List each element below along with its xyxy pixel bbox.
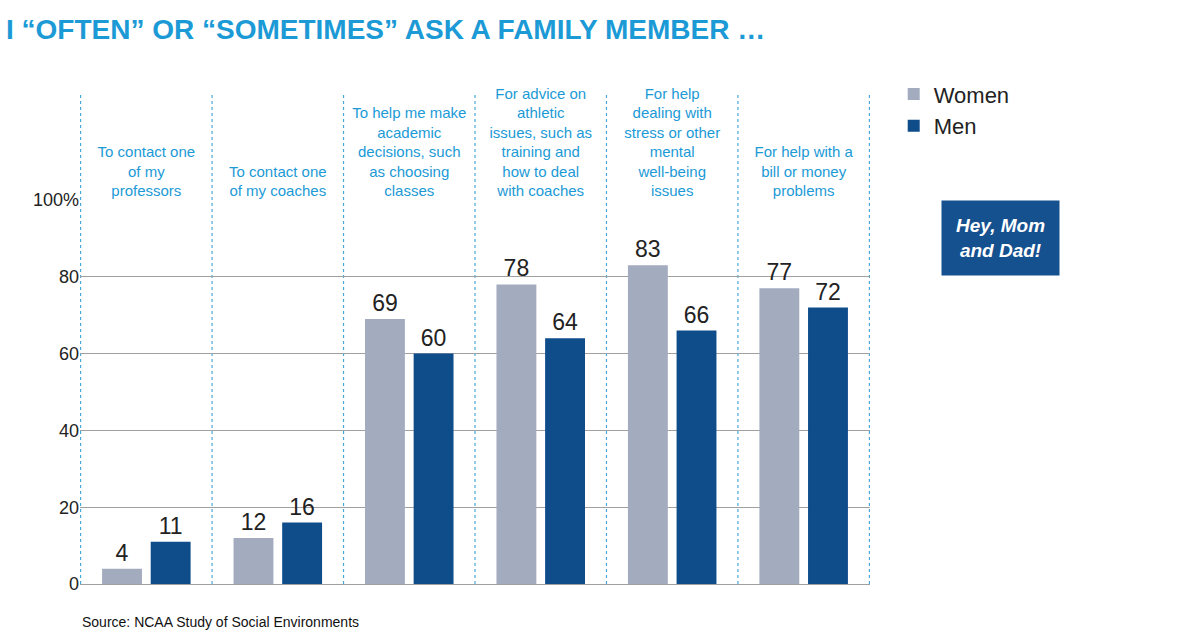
svg-text:16: 16 — [289, 494, 315, 520]
svg-text:For advice onathleticissues, s: For advice onathleticissues, such astrai… — [489, 85, 592, 200]
svg-text:11: 11 — [159, 513, 183, 539]
svg-text:I “OFTEN” OR “SOMETIMES” ASK A: I “OFTEN” OR “SOMETIMES” ASK A FAMILY ME… — [6, 14, 765, 45]
svg-text:60: 60 — [421, 325, 447, 351]
svg-text:To contact oneof myprofessors: To contact oneof myprofessors — [98, 143, 196, 199]
svg-text:To contact oneof my coaches: To contact oneof my coaches — [229, 163, 327, 200]
svg-text:66: 66 — [684, 302, 710, 328]
svg-text:69: 69 — [372, 290, 398, 316]
svg-text:To help me makeacademicdecisio: To help me makeacademicdecisions, suchas… — [352, 104, 466, 199]
svg-text:20: 20 — [59, 498, 79, 518]
svg-text:40: 40 — [59, 421, 79, 441]
svg-text:12: 12 — [241, 509, 267, 535]
svg-text:80: 80 — [59, 267, 79, 287]
svg-text:Men: Men — [934, 114, 977, 139]
svg-text:For help with abill or moneypr: For help with abill or moneyproblems — [754, 143, 853, 199]
svg-text:78: 78 — [504, 255, 530, 281]
svg-text:Source: NCAA Study of Social E: Source: NCAA Study of Social Environment… — [82, 614, 359, 630]
svg-text:77: 77 — [767, 259, 793, 285]
svg-text:0: 0 — [69, 574, 79, 594]
svg-text:60: 60 — [59, 344, 79, 364]
svg-text:Women: Women — [934, 83, 1009, 108]
svg-text:64: 64 — [552, 309, 578, 335]
svg-text:4: 4 — [116, 540, 129, 566]
svg-text:100%: 100% — [33, 190, 79, 210]
svg-text:72: 72 — [815, 279, 841, 305]
svg-text:For helpdealing withstress or: For helpdealing withstress or othermenta… — [624, 85, 720, 200]
svg-text:Hey, Momand Dad!: Hey, Momand Dad! — [956, 215, 1045, 261]
svg-text:83: 83 — [635, 236, 661, 262]
